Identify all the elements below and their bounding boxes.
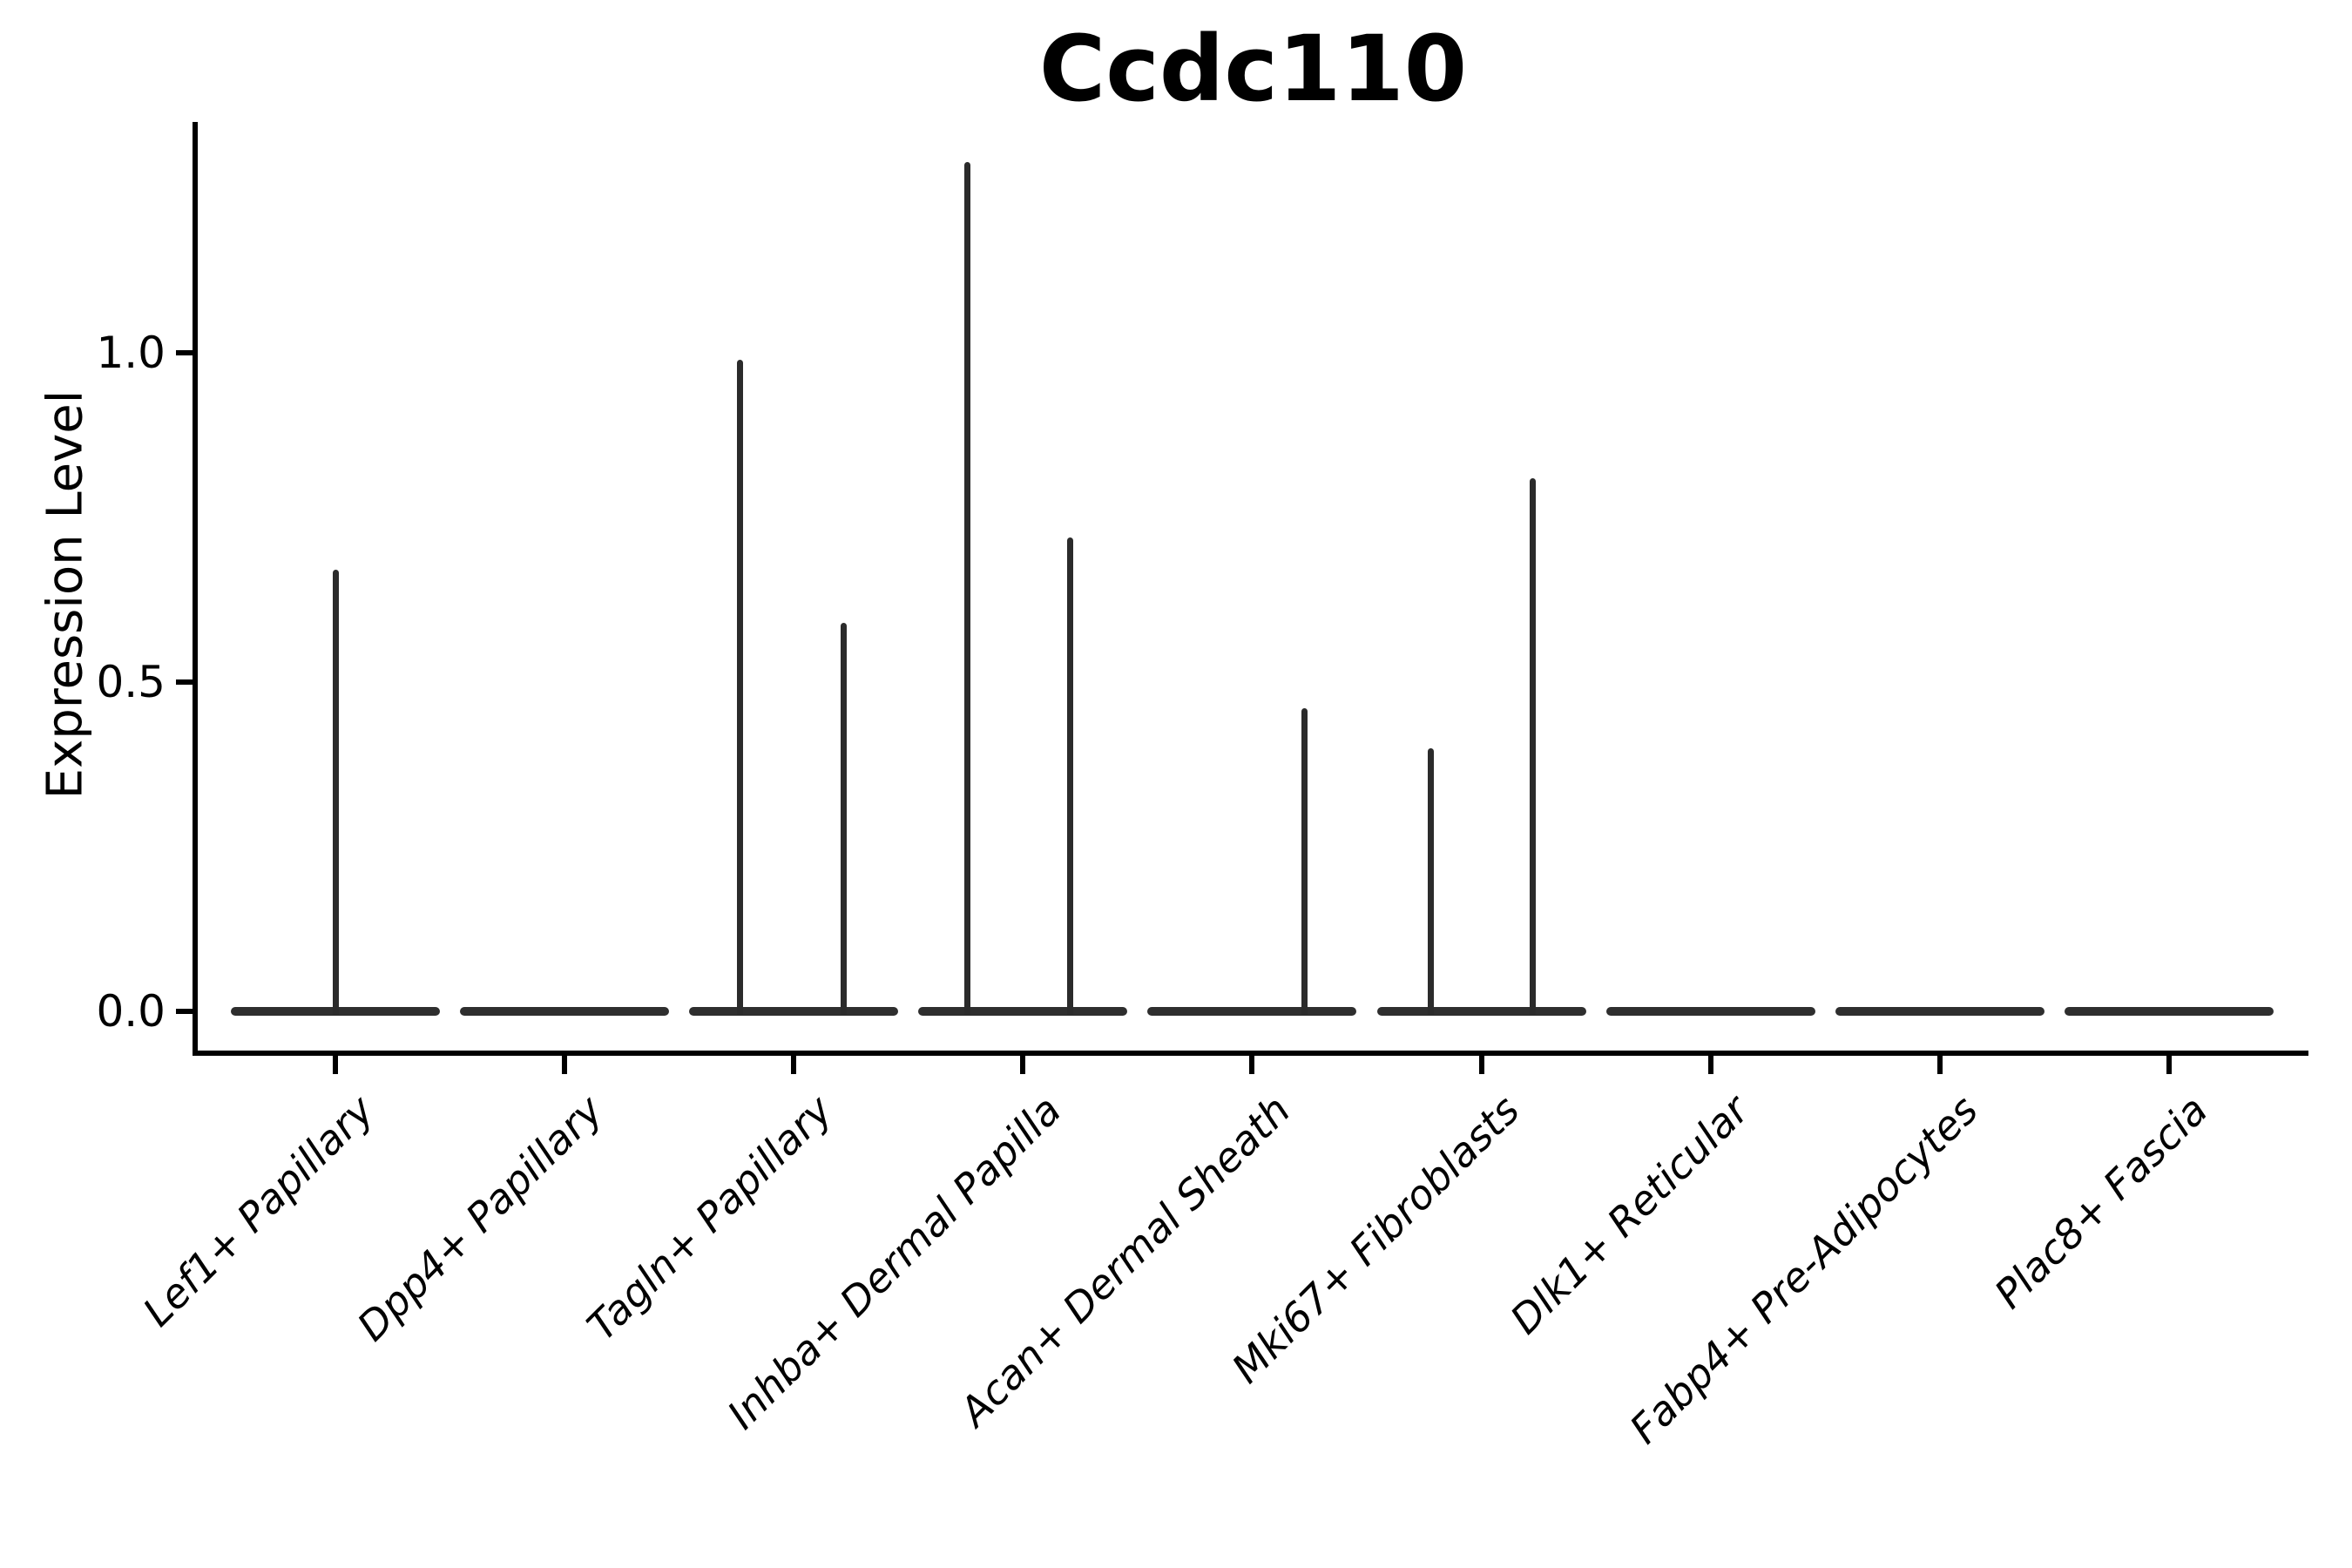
violin-spike xyxy=(840,622,847,1015)
x-tick-mark xyxy=(791,1056,797,1074)
x-tick-mark xyxy=(1936,1056,1943,1074)
violin-baseline xyxy=(2064,1007,2274,1016)
plot-title: Ccdc110 xyxy=(1038,16,1468,122)
x-tick-mark xyxy=(1249,1056,1255,1074)
violin-spike xyxy=(1066,537,1073,1015)
violin-baseline xyxy=(1376,1007,1586,1016)
y-tick-mark xyxy=(176,1009,193,1014)
x-tick-mark xyxy=(1478,1056,1484,1074)
x-tick-mark xyxy=(2166,1056,2172,1074)
x-axis-spine xyxy=(193,1051,2308,1056)
x-tick-label: Dlk1+ Reticular xyxy=(1501,1086,1758,1343)
violin-baseline xyxy=(1835,1007,2044,1016)
violin-spike xyxy=(736,359,743,1015)
violin-spike xyxy=(332,570,339,1015)
y-tick-label: 0.0 xyxy=(96,986,166,1037)
violin-spike xyxy=(963,161,970,1015)
violin-spike xyxy=(1301,708,1308,1015)
x-tick-label: Plac8+ Fascia xyxy=(1984,1086,2216,1318)
violin-baseline xyxy=(1147,1007,1357,1016)
violin-baseline xyxy=(689,1007,899,1016)
y-tick-label: 1.0 xyxy=(96,328,166,378)
x-tick-mark xyxy=(1707,1056,1713,1074)
x-tick-mark xyxy=(1020,1056,1026,1074)
y-axis-spine xyxy=(193,122,198,1056)
y-tick-mark xyxy=(176,679,193,685)
violin-spike xyxy=(1428,747,1434,1015)
x-tick-mark xyxy=(333,1056,338,1074)
y-tick-label: 0.5 xyxy=(96,657,166,707)
violin-spike xyxy=(1530,477,1536,1015)
x-tick-mark xyxy=(562,1056,568,1074)
x-tick-label: Dpp4+ Papillary xyxy=(348,1086,612,1350)
violin-baseline xyxy=(918,1007,1128,1016)
x-tick-label: Tagln+ Papillary xyxy=(578,1086,841,1350)
x-tick-label: Lef1+ Papillary xyxy=(133,1086,383,1335)
violin-baseline xyxy=(460,1007,670,1016)
y-tick-mark xyxy=(176,350,193,355)
violin-baseline xyxy=(1605,1007,1815,1016)
